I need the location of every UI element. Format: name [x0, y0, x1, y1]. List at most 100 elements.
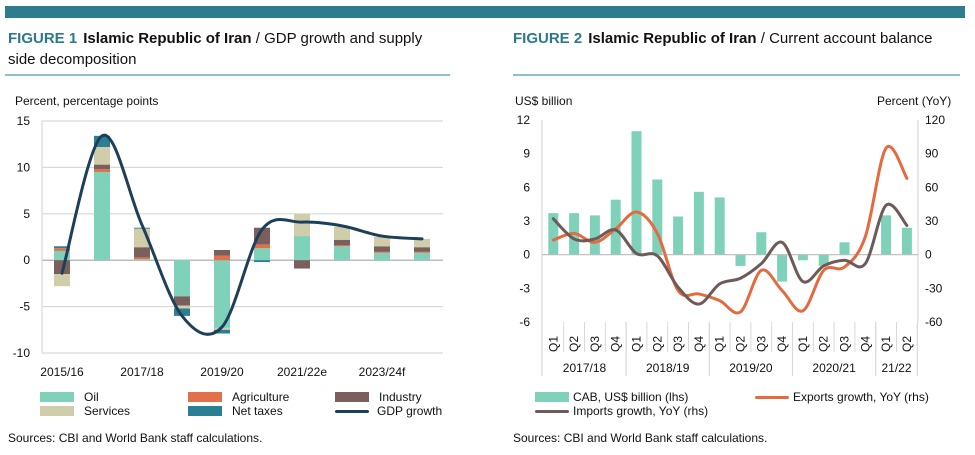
bar-oil — [414, 252, 430, 261]
figure1-source: Sources: CBI and World Bank staff calcul… — [8, 431, 263, 445]
legend-swatch-cab — [535, 392, 569, 402]
figure2-title: FIGURE 2 Islamic Republic of Iran / Curre… — [513, 28, 953, 49]
legend-industry: Industry — [335, 390, 422, 404]
figure1-rule — [5, 74, 450, 76]
quarter-label: Q4 — [775, 336, 789, 352]
bar-industry — [414, 247, 430, 252]
y-tick-label-left: 12 — [517, 113, 531, 127]
bar-industry — [214, 249, 230, 256]
quarter-label: Q4 — [858, 336, 872, 352]
legend-line-gdp — [335, 409, 369, 413]
bar-industry — [374, 246, 390, 252]
quarter-label: Q1 — [630, 336, 644, 352]
bar-cab — [777, 254, 788, 282]
legend-swatch-industry — [335, 392, 369, 402]
legend-gdp: GDP growth — [335, 404, 442, 418]
y-tick-label-right: 60 — [925, 180, 939, 194]
legend-label: Oil — [84, 390, 99, 404]
quarter-label: Q2 — [567, 336, 581, 352]
legend-label: Exports growth, YoY (rhs) — [793, 390, 929, 404]
bar-net-taxes — [254, 260, 270, 263]
legend-label: GDP growth — [377, 404, 443, 418]
bar-agriculture — [54, 248, 70, 251]
bar-net-taxes — [174, 308, 190, 316]
bar-oil — [54, 250, 70, 261]
y-tick-label: 10 — [17, 160, 31, 174]
figure1-title: FIGURE 1 Islamic Republic of Iran / GDP g… — [8, 28, 448, 70]
y-tick-label: 15 — [17, 114, 31, 128]
bar-agriculture — [94, 169, 110, 173]
y-tick-label-left: 6 — [523, 180, 530, 194]
bar-services — [94, 146, 110, 165]
figure1-country: Islamic Republic of Iran — [83, 30, 252, 47]
bar-agriculture — [134, 257, 150, 260]
quarter-label: Q1 — [713, 336, 727, 352]
bar-services — [294, 213, 310, 237]
bar-agriculture — [414, 251, 430, 253]
quarter-label: Q2 — [817, 336, 831, 352]
x-tick-label: 2019/20 — [200, 365, 244, 379]
bar-industry — [94, 164, 110, 170]
bar-oil — [134, 259, 150, 261]
header-bar — [5, 6, 965, 18]
bar-net-taxes — [94, 135, 110, 147]
bar-cab — [673, 216, 684, 255]
quarter-label: Q1 — [879, 336, 893, 352]
quarter-label: Q3 — [754, 336, 768, 352]
gdp-growth-line — [60, 133, 424, 336]
bar-cab — [589, 215, 600, 255]
year-label: 2020/21 — [812, 361, 856, 375]
legend-line-imports — [535, 409, 569, 413]
bar-cab — [881, 215, 892, 255]
legend-swatch-oil — [40, 392, 74, 402]
quarter-label: Q3 — [671, 336, 685, 352]
year-label: 21/22 — [881, 361, 911, 375]
x-tick-label: 2017/18 — [120, 365, 164, 379]
year-label: 2018/19 — [646, 361, 690, 375]
legend-label: Net taxes — [232, 404, 283, 418]
y-tick-label-right: 120 — [925, 113, 945, 127]
bar-services — [174, 305, 190, 309]
figure2-source: Sources: CBI and World Bank staff calcul… — [513, 431, 768, 445]
legend-exports: Exports growth, YoY (rhs) — [755, 390, 929, 404]
y-tick-label: -10 — [13, 346, 31, 360]
y-tick-label: 0 — [23, 253, 30, 267]
legend-swatch-services — [40, 406, 74, 416]
quarter-label: Q2 — [734, 336, 748, 352]
y-tick-label: 5 — [23, 207, 30, 221]
legend-line-exports — [755, 395, 789, 399]
bar-oil — [294, 236, 310, 261]
x-tick-label: 2015/16 — [40, 365, 84, 379]
bar-cab — [839, 242, 850, 255]
figure2-unit-left: US$ billion — [515, 94, 573, 108]
bar-cab — [818, 254, 829, 266]
figure1-label: FIGURE 1 — [8, 30, 78, 47]
y-tick-label: -5 — [19, 300, 30, 314]
bar-cab — [797, 254, 808, 261]
y-tick-label-left: -3 — [519, 281, 530, 295]
bar-industry — [334, 239, 350, 246]
y-tick-label-left: 0 — [523, 248, 530, 262]
x-tick-label: 2023/24f — [359, 365, 406, 379]
legend-imports: Imports growth, YoY (rhs) — [535, 404, 708, 418]
bar-cab — [756, 232, 767, 255]
bar-services — [414, 238, 430, 248]
quarter-label: Q2 — [650, 336, 664, 352]
legend-agriculture: Agriculture — [188, 390, 289, 404]
quarter-label: Q4 — [692, 336, 706, 352]
legend-net-taxes: Net taxes — [188, 404, 283, 418]
legend-swatch-net-taxes — [188, 406, 222, 416]
quarter-label: Q4 — [609, 336, 623, 352]
bar-cab — [652, 179, 663, 255]
bar-cab — [548, 213, 559, 255]
quarter-label: Q3 — [588, 336, 602, 352]
legend-cab: CAB, US$ billion (lhs) — [535, 390, 688, 404]
bar-oil — [374, 252, 390, 261]
x-tick-label: 2021/22e — [277, 365, 327, 379]
y-tick-label-right: 0 — [925, 248, 932, 262]
quarter-label: Q2 — [900, 336, 914, 352]
legend-oil: Oil — [40, 390, 99, 404]
bar-services — [374, 237, 390, 247]
